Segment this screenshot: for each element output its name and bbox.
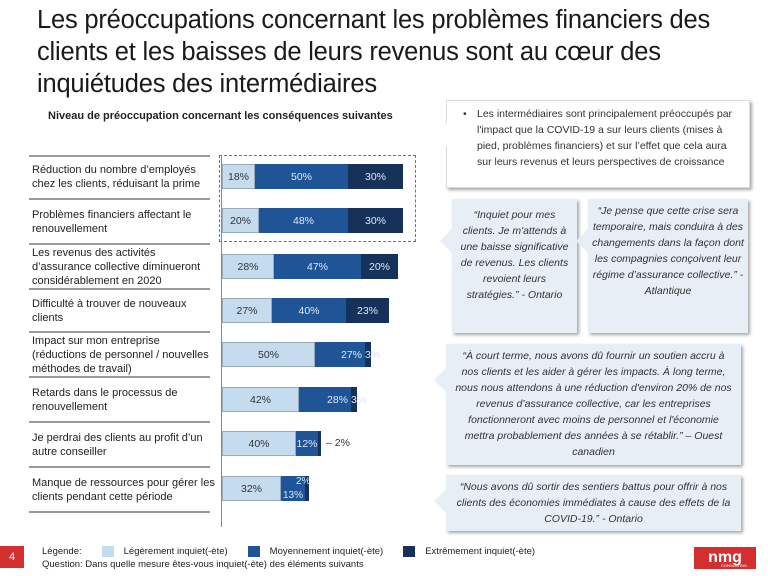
row-separator (29, 198, 210, 200)
stacked-bar: 50% 27% 3% (222, 342, 380, 367)
stacked-bar: 27% 40% 23% (222, 298, 389, 323)
segment-light: 42% (222, 387, 299, 412)
row-label: Impact sur mon entreprise (réductions de… (32, 335, 209, 375)
highlight-box (219, 155, 416, 242)
row-label: Retards dans le processus de renouvellem… (32, 387, 178, 413)
segment-medium: 12% (296, 431, 318, 456)
question-text: Question: Dans quelle mesure êtes-vous i… (42, 559, 364, 570)
stacked-bar: 40% 12% (222, 431, 321, 456)
row-label: Les revenus des activités d’assurance co… (32, 247, 201, 287)
nmg-logo: nmg CONSULTING (694, 547, 756, 569)
segment-dark: 3% (351, 387, 366, 412)
summary-text: Les intermédiaires sont principalement p… (477, 106, 739, 170)
segment-dark: 3% (365, 342, 380, 367)
row-label: Réduction du nombre d’employés chez les … (32, 164, 201, 190)
quote-text: “À court terme, nous avons dû fournir un… (455, 350, 732, 458)
legend-item: Extrêmement inquiet(-ète) (425, 546, 536, 557)
stacked-bar: 20% 48% 30% (222, 208, 403, 233)
logo-text: nmg (708, 549, 742, 566)
callout-tail (576, 229, 588, 253)
row-label: Problèmes financiers affectant le renouv… (32, 209, 192, 235)
row-label: Difficulté à trouver de nouveaux clients (32, 298, 187, 324)
chart-subtitle: Niveau de préoccupation concernant les c… (48, 110, 393, 122)
row-label: Je perdrai des clients au profit d’un au… (32, 432, 203, 458)
row-separator (29, 421, 210, 423)
legend-swatch-light (101, 546, 114, 557)
legend-swatch-dark (403, 546, 416, 557)
quote-callout: “Nous avons dû sortir des sentiers battu… (434, 475, 741, 531)
segment-light: 20% (222, 208, 259, 233)
row-separator (29, 376, 210, 378)
logo-subtext: CONSULTING (721, 563, 747, 568)
segment-medium: 27% (315, 342, 365, 367)
segment-medium: 50% (255, 164, 348, 189)
quote-callout: “Je pense que cette crise sera temporair… (576, 199, 748, 333)
chart-legend: Légende: Légèrement inquiet(-ète) Moyenn… (42, 546, 535, 557)
segment-medium: 28% (299, 387, 351, 412)
segment-light: 50% (222, 342, 315, 367)
page-number: 4 (0, 546, 24, 568)
row-separator (29, 155, 210, 157)
outside-label: – 2% (326, 437, 350, 449)
callout-tail (434, 368, 446, 392)
legend-item: Moyennement inquiet(-ète) (269, 546, 384, 557)
quote-callout: “À court terme, nous avons dû fournir un… (434, 344, 741, 465)
row-separator (29, 511, 210, 513)
segment-medium: 13% (281, 476, 305, 501)
segment-light: 18% (222, 164, 255, 189)
segment-dark: 20% (361, 254, 398, 279)
segment-medium: 48% (259, 208, 348, 233)
quote-text: “Inquiet pour mes clients. Je m'attends … (460, 209, 569, 301)
legend-label: Légende: (42, 546, 82, 557)
segment-dark-label: 2% (334, 437, 350, 449)
segment-light: 27% (222, 298, 272, 323)
row-separator (29, 466, 210, 468)
stacked-bar: 32% 13% (222, 476, 309, 501)
stacked-bar: 28% 47% 20% (222, 254, 398, 279)
segment-light: 40% (222, 431, 296, 456)
slide-title: Les préoccupations concernant les problè… (37, 6, 711, 98)
segment-light: 28% (222, 254, 274, 279)
summary-callout: Les intermédiaires sont principalement p… (435, 100, 750, 188)
row-separator (29, 243, 210, 245)
segment-dark: 30% (348, 164, 403, 189)
legend-item: Légèrement inquiet(-ète) (123, 546, 228, 557)
legend-swatch-medium (247, 546, 260, 557)
quote-text: “Nous avons dû sortir des sentiers battu… (456, 481, 731, 525)
segment-medium: 40% (272, 298, 346, 323)
row-separator (29, 331, 210, 333)
callout-tail (435, 123, 447, 147)
segment-dark (318, 431, 321, 456)
quote-text: “Je pense que cette crise sera temporair… (592, 205, 744, 297)
segment-light: 32% (222, 476, 281, 501)
segment-dark: 30% (348, 208, 403, 233)
segment-medium: 47% (274, 254, 361, 279)
segment-dark (305, 476, 309, 501)
stacked-bar: 18% 50% 30% (222, 164, 403, 189)
chart-axis (221, 155, 222, 527)
row-separator (29, 288, 210, 290)
callout-tail (440, 229, 452, 253)
segment-dark-label: 2% (296, 476, 311, 487)
segment-dark: 23% (346, 298, 389, 323)
quote-callout: “Inquiet pour mes clients. Je m'attends … (440, 199, 577, 333)
row-label: Manque de ressources pour gérer les clie… (32, 477, 215, 503)
stacked-bar: 42% 28% 3% (222, 387, 366, 412)
callout-tail (434, 489, 446, 513)
